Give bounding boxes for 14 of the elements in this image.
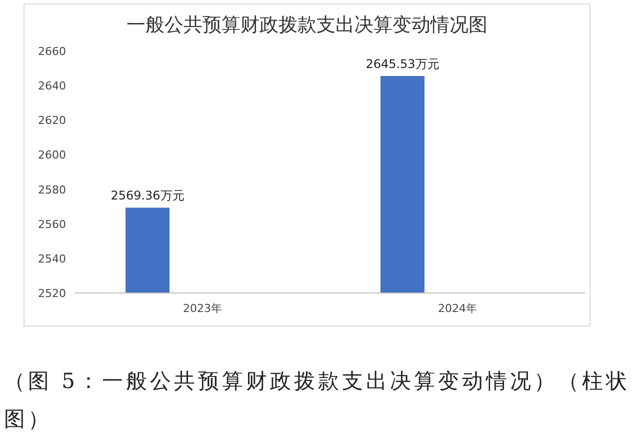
y-tick-label: 2640 <box>38 80 66 93</box>
text: （图 5：一般公共预算财政拨款支出决算变动情况）（柱状图） <box>4 368 632 433</box>
y-tick-label: 2580 <box>38 183 66 196</box>
y-tick-label: 2600 <box>38 148 66 162</box>
x-tick-label: 2023年 <box>183 302 222 315</box>
y-tick-label: 2520 <box>38 287 66 300</box>
chart-title: 一般公共预算财政拨款支出决算变动情况图 <box>126 14 488 36</box>
y-tick-label: 2540 <box>38 252 66 266</box>
data-label: 2645.53万元 <box>366 57 440 72</box>
y-tick-label: 2660 <box>38 45 66 58</box>
y-tick-label: 2620 <box>38 114 66 128</box>
x-tick-label: 2024年 <box>438 302 477 315</box>
y-tick-label: 2560 <box>38 218 66 231</box>
data-label: 2569.36万元 <box>110 188 184 203</box>
